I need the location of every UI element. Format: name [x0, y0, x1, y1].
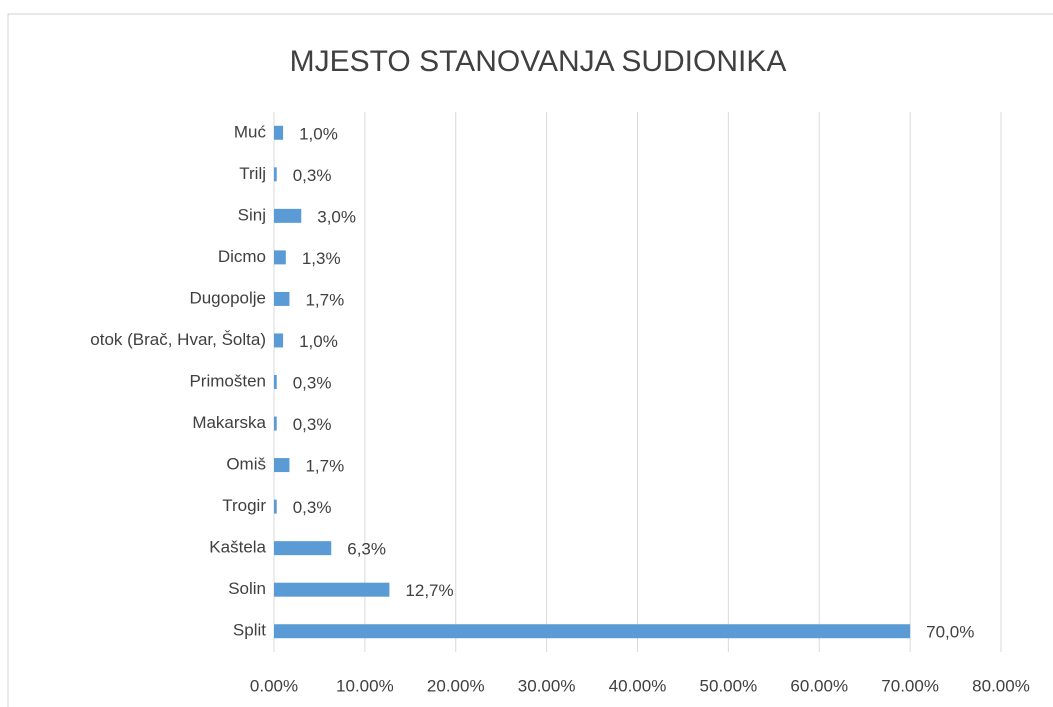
- data-label: 0,3%: [293, 415, 332, 434]
- bar: [274, 416, 277, 431]
- bar: [274, 624, 911, 639]
- data-label: 1,7%: [305, 457, 344, 476]
- bar: [274, 582, 390, 597]
- y-tick-label: otok (Brač, Hvar, Šolta): [90, 330, 266, 349]
- chart-frame: [7, 13, 1053, 707]
- bar: [274, 499, 277, 514]
- x-tick-label: 80.00%: [972, 676, 1030, 695]
- bar: [274, 125, 284, 140]
- bar: [274, 541, 332, 556]
- bar: [274, 291, 290, 306]
- bar: [274, 333, 284, 348]
- y-tick-label: Omiš: [226, 455, 266, 474]
- x-tick-label: 10.00%: [336, 676, 394, 695]
- x-tick-label: 30.00%: [518, 676, 576, 695]
- y-tick-label: Sinj: [238, 205, 266, 224]
- data-label: 0,3%: [293, 373, 332, 392]
- y-tick-label: Trilj: [239, 164, 266, 183]
- chart-title: MJESTO STANOVANJA SUDIONIKA: [290, 45, 787, 78]
- data-label: 12,7%: [405, 581, 453, 600]
- bar: [274, 375, 277, 389]
- y-tick-label: Dicmo: [218, 247, 266, 266]
- bar: [274, 458, 290, 473]
- data-label: 0,3%: [293, 166, 332, 185]
- data-label: 1,3%: [302, 249, 341, 268]
- x-tick-label: 60.00%: [790, 676, 848, 695]
- x-tick-label: 50.00%: [700, 676, 758, 695]
- data-label: 6,3%: [347, 540, 386, 559]
- data-label: 0,3%: [293, 498, 332, 517]
- data-label: 1,0%: [299, 124, 338, 143]
- y-tick-label: Primošten: [189, 371, 266, 390]
- y-tick-label: Dugopolje: [189, 288, 266, 307]
- data-label: 3,0%: [317, 207, 356, 226]
- bar: [274, 167, 277, 182]
- y-tick-label: Makarska: [192, 413, 266, 432]
- bar: [274, 208, 302, 223]
- y-tick-label: Trogir: [222, 496, 266, 515]
- x-tick-label: 40.00%: [609, 676, 667, 695]
- data-label: 1,7%: [305, 290, 344, 309]
- y-tick-label: Solin: [228, 579, 266, 598]
- data-label: 1,0%: [299, 332, 338, 351]
- data-label: 70,0%: [926, 623, 974, 642]
- y-tick-label: Kaštela: [209, 538, 266, 557]
- y-tick-label: Split: [233, 621, 266, 640]
- bar: [274, 250, 286, 265]
- y-tick-label: Muć: [234, 122, 267, 141]
- x-tick-label: 20.00%: [427, 676, 485, 695]
- x-tick-label: 0.00%: [250, 676, 298, 695]
- x-tick-label: 70.00%: [881, 676, 939, 695]
